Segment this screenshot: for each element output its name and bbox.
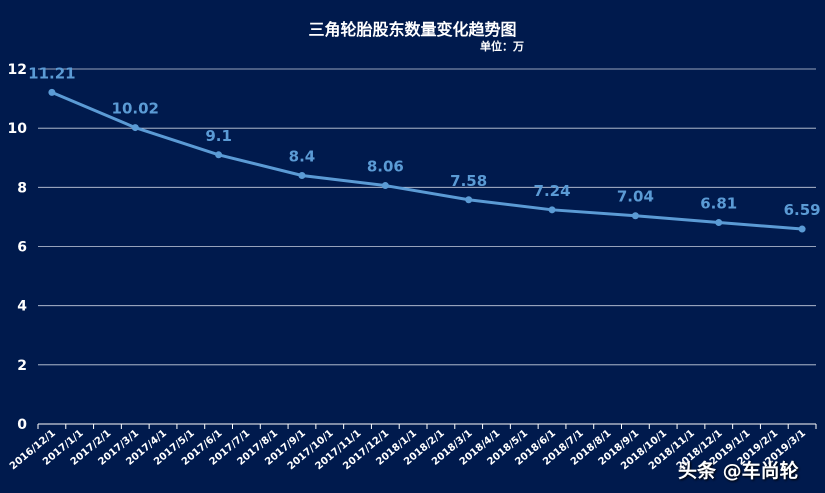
data-label: 7.24 (534, 182, 571, 200)
data-label: 7.58 (450, 172, 487, 190)
data-label: 9.1 (205, 127, 232, 145)
chart-subtitle: 单位：万 (480, 40, 524, 53)
data-point (48, 88, 56, 96)
y-tick-label: 6 (17, 240, 27, 256)
data-label: 6.81 (700, 195, 737, 213)
data-label: 7.04 (617, 188, 654, 206)
data-label: 11.21 (28, 64, 75, 82)
y-tick-label: 10 (8, 121, 28, 137)
data-point (715, 219, 723, 227)
data-label: 10.02 (112, 100, 159, 118)
data-point (215, 151, 223, 159)
y-tick-label: 0 (17, 417, 27, 433)
y-tick-label: 8 (17, 180, 27, 196)
data-label: 6.59 (784, 201, 821, 219)
data-point (131, 124, 139, 132)
data-point (381, 182, 389, 190)
data-point (548, 206, 556, 214)
y-tick-label: 4 (17, 299, 27, 315)
data-point (298, 172, 306, 179)
data-point (465, 196, 473, 204)
y-tick-label: 12 (8, 62, 27, 78)
series-line (51, 90, 803, 231)
data-label: 8.06 (367, 158, 404, 176)
y-tick-label: 2 (17, 358, 27, 374)
watermark: 头条 @车尚轮 (678, 460, 799, 482)
chart-title: 三角轮胎股东数量变化趋势图 (308, 20, 517, 39)
data-point (798, 225, 806, 233)
data-label: 8.4 (289, 148, 316, 166)
data-point (631, 212, 639, 220)
